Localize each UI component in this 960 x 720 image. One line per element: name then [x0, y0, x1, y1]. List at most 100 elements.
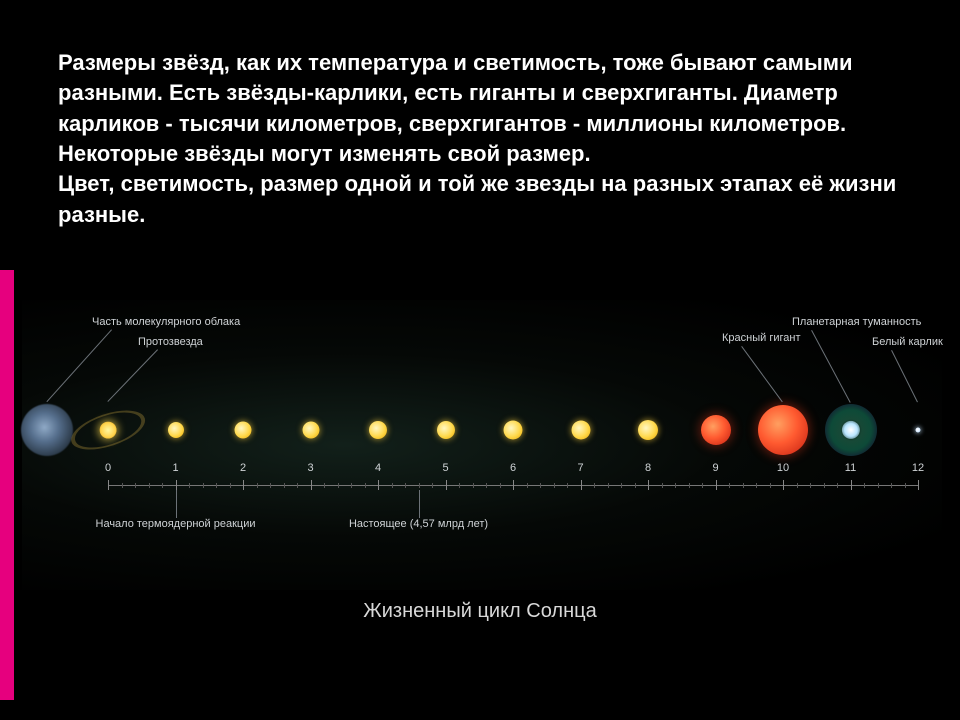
axis-minor-tick [905, 483, 906, 488]
axis-tick-label: 2 [240, 462, 246, 474]
lifecycle-diagram: 0123456789101112Часть молекулярного обла… [22, 300, 942, 590]
leader-line [47, 329, 112, 402]
axis-tick-label: 5 [442, 462, 448, 474]
axis-minor-tick [297, 483, 298, 488]
axis-minor-tick [837, 483, 838, 488]
axis-minor-tick [594, 483, 595, 488]
axis-minor-tick [189, 483, 190, 488]
axis-minor-tick [122, 483, 123, 488]
axis-minor-tick [621, 483, 622, 488]
sun-body [168, 422, 184, 438]
label-present: Настоящее (4,57 млрд лет) [349, 518, 488, 530]
axis-minor-tick [473, 483, 474, 488]
axis-minor-tick [756, 483, 757, 488]
axis-tick-label: 9 [712, 462, 718, 474]
sun-body [504, 421, 523, 440]
leader-line [891, 350, 918, 402]
axis-minor-tick [203, 483, 204, 488]
leader-line [811, 330, 850, 402]
red_giant-body [701, 415, 731, 445]
intro-text: Размеры звёзд, как их температура и свет… [58, 48, 918, 230]
axis-tick-label: 11 [845, 462, 856, 474]
axis-tick-label: 6 [510, 462, 516, 474]
axis-minor-tick [540, 483, 541, 488]
axis-minor-tick [324, 483, 325, 488]
axis-tick [783, 480, 784, 490]
axis-minor-tick [729, 483, 730, 488]
axis-minor-tick [554, 483, 555, 488]
axis-minor-tick [810, 483, 811, 488]
axis-minor-tick [864, 483, 865, 488]
axis-minor-tick [419, 483, 420, 488]
axis-minor-tick [351, 483, 352, 488]
axis-minor-tick [230, 483, 231, 488]
label-red_giant: Красный гигант [722, 332, 800, 344]
axis-minor-tick [743, 483, 744, 488]
sun-body [437, 421, 455, 439]
axis-minor-tick [392, 483, 393, 488]
leader-line [107, 349, 158, 402]
axis-tick [243, 480, 244, 490]
axis-minor-tick [149, 483, 150, 488]
axis-tick [446, 480, 447, 490]
paragraph-2: Цвет, светимость, размер одной и той же … [58, 169, 918, 230]
label-proto: Протозвезда [138, 336, 203, 348]
leader-line [741, 346, 783, 403]
axis-minor-tick [891, 483, 892, 488]
axis-tick [716, 480, 717, 490]
leader-line [176, 490, 177, 518]
white_dwarf-body [916, 428, 921, 433]
sun-body [302, 422, 319, 439]
axis-minor-tick [635, 483, 636, 488]
accent-bar [0, 270, 14, 700]
axis-minor-tick [459, 483, 460, 488]
axis-minor-tick [878, 483, 879, 488]
axis-minor-tick [257, 483, 258, 488]
leader-line [419, 490, 420, 518]
axis-minor-tick [702, 483, 703, 488]
axis-tick [311, 480, 312, 490]
axis-tick [176, 480, 177, 490]
axis-minor-tick [675, 483, 676, 488]
axis-tick [513, 480, 514, 490]
sun-body [369, 421, 387, 439]
label-fusion: Начало термоядерной реакции [96, 518, 256, 530]
axis-minor-tick [135, 483, 136, 488]
axis-tick-label: 1 [172, 462, 178, 474]
axis-tick [648, 480, 649, 490]
axis-tick-label: 10 [777, 462, 789, 474]
axis-minor-tick [797, 483, 798, 488]
sun-body [638, 420, 658, 440]
axis-minor-tick [216, 483, 217, 488]
label-nebula: Планетарная туманность [792, 316, 921, 328]
axis-minor-tick [405, 483, 406, 488]
axis-tick-label: 4 [375, 462, 381, 474]
axis-minor-tick [486, 483, 487, 488]
axis-minor-tick [365, 483, 366, 488]
axis-tick-label: 7 [577, 462, 583, 474]
paragraph-1: Размеры звёзд, как их температура и свет… [58, 48, 918, 169]
label-white_dwarf: Белый карлик [872, 336, 943, 348]
red_giant-body [758, 405, 808, 455]
axis-minor-tick [608, 483, 609, 488]
axis-minor-tick [500, 483, 501, 488]
axis-tick-label: 3 [307, 462, 313, 474]
axis-tick [581, 480, 582, 490]
axis-minor-tick [689, 483, 690, 488]
axis-minor-tick [338, 483, 339, 488]
axis-tick-label: 0 [105, 462, 111, 474]
axis-minor-tick [527, 483, 528, 488]
label-cloud: Часть молекулярного облака [92, 316, 240, 328]
sun-body [235, 422, 252, 439]
axis-minor-tick [432, 483, 433, 488]
axis-minor-tick [270, 483, 271, 488]
axis-minor-tick [162, 483, 163, 488]
axis-minor-tick [662, 483, 663, 488]
diagram-caption: Жизненный цикл Солнца [0, 600, 960, 623]
sun-body [571, 421, 590, 440]
axis-tick-label: 12 [912, 462, 924, 474]
axis-tick [918, 480, 919, 490]
axis-minor-tick [284, 483, 285, 488]
axis-tick [378, 480, 379, 490]
axis-minor-tick [770, 483, 771, 488]
